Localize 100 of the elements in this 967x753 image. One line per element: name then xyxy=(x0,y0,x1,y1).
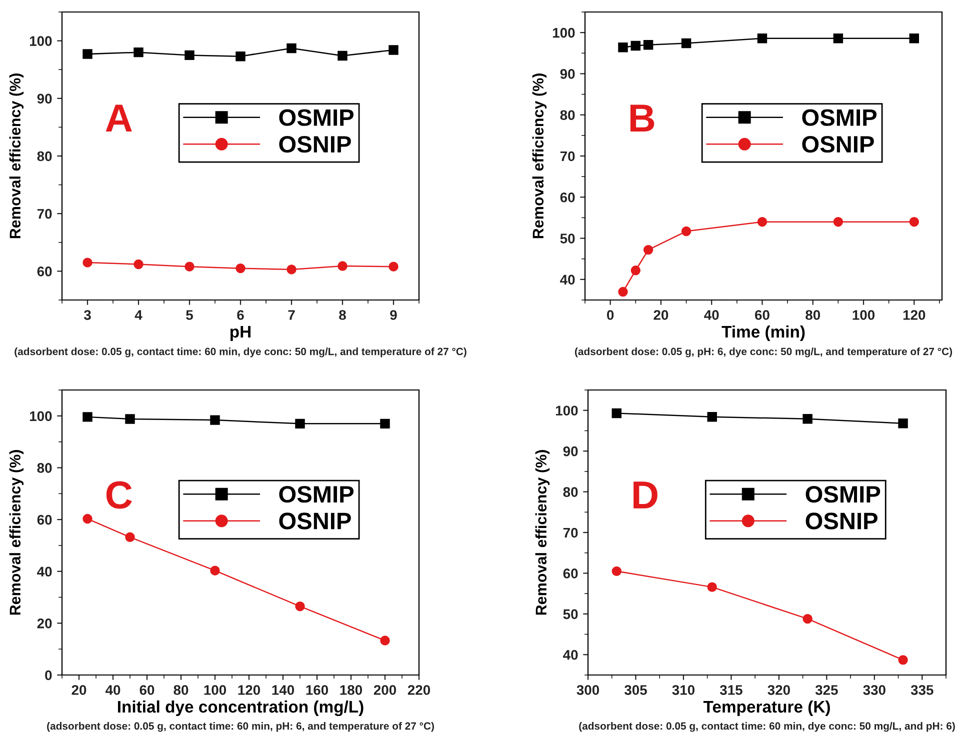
point xyxy=(630,266,640,276)
legend-label: OSNIP xyxy=(806,512,878,530)
y-tick-label: 100 xyxy=(30,411,52,422)
point xyxy=(82,258,92,268)
x-tick-label: 325 xyxy=(815,685,838,695)
point xyxy=(295,601,305,612)
point xyxy=(210,566,220,576)
y-tick-label: 90 xyxy=(37,94,52,104)
x-tick-label: 20 xyxy=(654,310,668,320)
point xyxy=(82,412,92,422)
x-tick-label: 60 xyxy=(140,685,154,695)
point xyxy=(802,414,812,424)
x-tick-label: 300 xyxy=(576,685,600,695)
x-tick-label: 0 xyxy=(607,310,614,320)
x-tick-label: 6 xyxy=(237,310,244,320)
point xyxy=(707,412,717,422)
point xyxy=(618,286,628,297)
x-tick-label: 310 xyxy=(672,685,694,695)
x-tick-label: 335 xyxy=(910,685,934,695)
x-axis-title: pH xyxy=(230,326,250,341)
point xyxy=(833,216,844,227)
point xyxy=(643,40,654,50)
y-tick-label: 60 xyxy=(563,568,578,578)
x-axis-title: Initial dye concentration (mg/L) xyxy=(118,700,364,716)
x-tick-label: 160 xyxy=(306,685,328,695)
point xyxy=(380,636,390,646)
point xyxy=(236,51,246,62)
x-tick-label: 80 xyxy=(806,310,820,320)
point xyxy=(833,33,844,44)
y-axis-title: Removal efficiency (%) xyxy=(535,450,550,615)
point xyxy=(82,514,92,524)
y-tick-label: 80 xyxy=(37,463,52,473)
point xyxy=(618,42,628,52)
legend-label: OSNIP xyxy=(279,136,351,153)
x-tick-label: 320 xyxy=(768,685,790,695)
y-tick-label: 100 xyxy=(552,28,575,38)
point xyxy=(210,415,220,425)
x-tick-label: 9 xyxy=(390,310,397,320)
point xyxy=(286,43,296,54)
y-tick-label: 50 xyxy=(563,609,578,620)
point xyxy=(295,418,305,429)
text: (adsorbent dose: 0.05 g, contact time: 60 min, pH: 6, and temperature of 27 °C) xyxy=(47,722,434,732)
y-tick-label: 90 xyxy=(563,446,578,456)
point xyxy=(643,244,654,255)
y-tick-label: 70 xyxy=(37,208,52,219)
x-tick-label: 7 xyxy=(288,310,295,320)
x-tick-label: 100 xyxy=(852,310,875,320)
point xyxy=(338,50,348,61)
point xyxy=(757,216,768,227)
point xyxy=(909,216,920,227)
y-tick-label: 40 xyxy=(563,650,578,660)
x-tick-label: 100 xyxy=(204,685,226,695)
point xyxy=(184,50,194,60)
x-tick-label: 20 xyxy=(72,685,86,695)
point xyxy=(630,40,640,51)
legend-label: OSNIP xyxy=(279,512,351,530)
point xyxy=(707,582,717,592)
legend-label: OSMIP xyxy=(279,486,354,503)
y-tick-label: 40 xyxy=(37,566,52,577)
point xyxy=(612,408,622,418)
y-axis-title: Removal efficiency (%) xyxy=(532,74,547,238)
x-tick-label: 305 xyxy=(624,685,647,695)
point xyxy=(125,532,135,542)
x-tick-label: 140 xyxy=(272,685,294,695)
x-tick-label: 180 xyxy=(340,685,362,695)
x-tick-label: 60 xyxy=(755,310,770,320)
y-tick-label: 50 xyxy=(560,234,575,244)
x-tick-label: 40 xyxy=(704,310,719,320)
annotation: D xyxy=(634,482,658,508)
x-tick-label: 330 xyxy=(863,685,886,695)
y-tick-label: 100 xyxy=(30,36,52,46)
y-axis-title: Removal efficiency (%) xyxy=(9,450,24,615)
x-tick-label: 3 xyxy=(84,310,91,320)
y-tick-label: 20 xyxy=(37,618,52,628)
x-tick-label: 120 xyxy=(238,685,260,695)
legend-label: OSNIP xyxy=(802,136,874,153)
text: (adsorbent dose: 0.05 g, contact time: 60 min, dye conc: 50 mg/L, and temperature of 27 °C) xyxy=(14,348,466,358)
point xyxy=(82,49,92,59)
point xyxy=(898,655,908,665)
y-tick-label: 40 xyxy=(560,274,575,285)
x-tick-label: 120 xyxy=(903,310,926,320)
y-tick-label: 60 xyxy=(37,266,52,276)
text: (adsorbent dose: 0.05 g, contact time: 60 min, dye conc: 50 mg/L, and pH: 6) xyxy=(579,722,955,732)
point xyxy=(909,33,920,44)
legend-label: OSMIP xyxy=(802,109,877,126)
y-tick-label: 70 xyxy=(563,528,578,538)
y-tick-label: 60 xyxy=(37,514,52,525)
annotation: B xyxy=(630,104,654,132)
point xyxy=(898,418,908,428)
x-tick-label: 80 xyxy=(174,685,188,695)
text: (adsorbent dose: 0.05 g, pH: 6, dye conc: 50 mg/L, and temperature of 27 °C) xyxy=(574,348,952,358)
point xyxy=(388,45,398,55)
point xyxy=(681,226,692,236)
point xyxy=(286,264,296,274)
point xyxy=(757,33,768,44)
point xyxy=(184,262,194,272)
point xyxy=(338,261,348,271)
point xyxy=(125,414,135,424)
y-tick-label: 80 xyxy=(37,151,52,162)
annotation: A xyxy=(106,104,132,132)
